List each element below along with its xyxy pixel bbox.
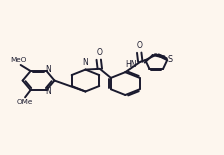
Text: OMe: OMe [17,99,33,105]
Text: O: O [136,41,142,50]
Text: S: S [168,55,173,64]
Text: HN: HN [125,60,137,69]
Text: N: N [45,65,51,74]
Text: N: N [45,87,51,96]
Text: N: N [83,58,88,67]
Text: O: O [96,48,102,57]
Text: MeO: MeO [10,57,27,63]
